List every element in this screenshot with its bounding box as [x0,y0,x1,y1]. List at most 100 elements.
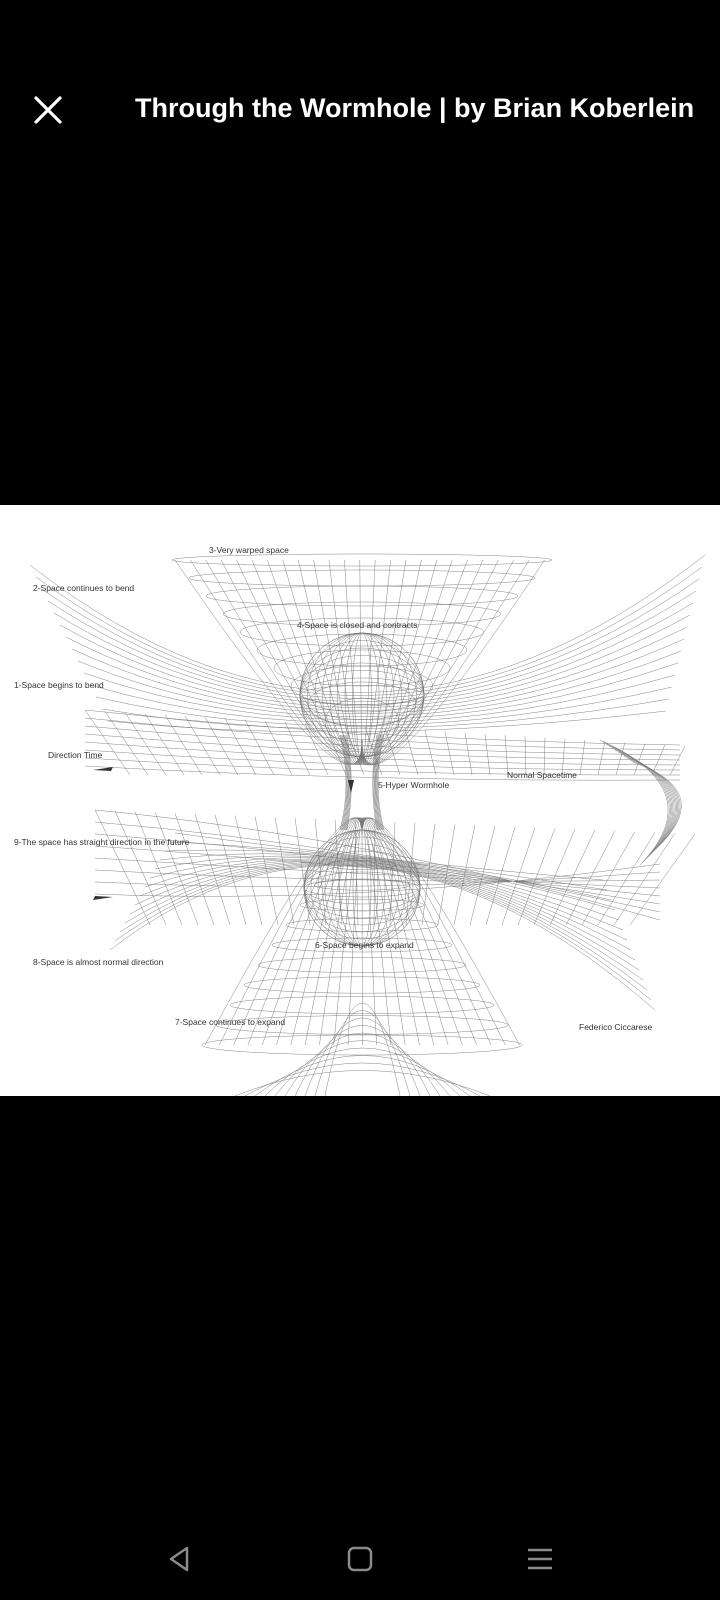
upper-plane-line [124,712,167,776]
lower-dome-meridian [333,817,363,1046]
right-curl-line [632,761,682,844]
right-curl-line [629,759,681,846]
lower-plane-line [254,816,279,926]
lower-plane-line [565,830,616,926]
upper-bowl-meridian [361,559,484,765]
recent-apps-button[interactable] [510,1534,570,1584]
outer-lower-sheet [119,863,648,991]
upper-plane-curve [84,733,681,761]
lower-plane-curve [94,809,661,921]
upper-sphere-line [352,632,372,758]
upper-plane-line [669,745,686,776]
label-space-begins-to-expand: 6-Space begins to expand [315,940,414,950]
lower-dome-ring [201,1034,523,1056]
lower-dome-meridian [319,817,363,1046]
wormhole-throat-line [339,734,347,831]
lower-plane-line [314,818,327,926]
label-space-continues-to-bend: 2-Space continues to bend [33,583,134,593]
lower-plane-line [234,815,263,926]
lower-plane-line [373,821,376,926]
outer-upper-sheet [77,650,682,717]
top-app-bar: Through the Wormhole | by Brian Koberlei… [0,0,720,225]
upper-plane-line [579,739,586,776]
outer-lower-sheet [154,855,620,921]
system-navigation-bar [0,1520,720,1600]
lower-dome-meridian [304,817,363,1046]
outer-upper-sheet [71,638,685,714]
upper-plane-line [244,719,275,776]
outer-lower-sheet [144,858,628,941]
upper-plane-line [184,715,221,776]
outer-lower-sheet [149,857,624,931]
upper-plane-line [164,714,203,776]
lower-plane-curve [94,869,661,882]
upper-bowl-meridian [361,559,514,765]
upper-plane-line [224,718,257,776]
upper-plane-line [597,741,606,776]
upper-plane-line [444,731,455,776]
bottom-arc-line [294,1025,431,1096]
upper-plane-line [84,709,131,776]
lower-dome-meridian [233,817,363,1046]
outer-upper-sheet [83,662,679,720]
label-normal-spacetime: Normal Spacetime [507,770,577,780]
upper-bowl-ring [273,649,451,687]
lower-plane-line [294,817,311,926]
right-curl-line [626,757,680,848]
lower-plane-line [214,814,247,926]
label-space-begins-to-bend: 1-Space begins to bend [14,680,104,690]
outer-upper-sheet [29,554,706,693]
outer-upper-sheet [41,578,700,699]
upper-plane-curve [84,765,681,781]
upper-plane-curve [84,749,681,771]
wormhole-arrow-down [348,780,354,793]
outer-lower-sheet [169,841,608,891]
wormhole-throat-line [377,734,384,831]
lower-dome-ring [215,1015,509,1035]
upper-plane-line [615,742,626,776]
upper-plane-line [543,737,546,776]
bottom-arc-line [284,1032,441,1096]
wormhole-throat-line [376,734,383,831]
close-button[interactable] [22,84,74,136]
bottom-arc-line [314,1010,411,1096]
upper-plane-line [404,729,419,776]
lower-plane-line [274,817,295,926]
upper-sphere-line [299,662,425,728]
outer-upper-sheet [95,686,673,726]
lower-dome-meridian [347,817,363,1046]
close-icon [34,96,62,124]
direction-arrow-left [93,896,113,900]
upper-bowl-ring [239,617,485,647]
upper-sphere-line [299,632,425,758]
outer-upper-sheet [35,566,703,696]
back-triangle-icon [169,1546,189,1572]
wormhole-diagram-image[interactable]: 3-Very warped space 2-Space continues to… [0,505,720,1096]
upper-sphere-line [299,677,425,713]
wormhole-throat-line [374,734,381,831]
upper-plane-line [384,727,401,776]
outer-lower-sheet [139,859,632,951]
upper-plane-curve [84,725,681,756]
wormhole-throat-line [373,734,379,831]
lower-plane-curve [94,845,661,897]
home-button[interactable] [330,1534,390,1584]
upper-sphere-line [299,647,425,743]
lower-plane-line [517,828,556,926]
label-straight-direction-future: 9-The space has straight direction in th… [14,837,190,847]
label-direction-time: Direction Time [48,750,103,760]
outer-lower-sheet [124,862,644,981]
upper-plane-line [284,721,311,776]
lower-dome-meridian [247,817,363,1046]
label-space-closed-contracts: 4-Space is closed and contracts [297,620,417,630]
upper-bowl-meridian [174,559,363,765]
upper-bowl-meridian [344,559,363,765]
upper-bowl-meridian [359,559,363,765]
label-hyper-wormhole: 5-Hyper Wormhole [378,780,449,790]
upper-bowl-ring [188,569,536,587]
label-space-continues-to-expand: 7-Space continues to expand [175,1017,285,1027]
lower-plane-line [154,812,199,926]
wormhole-diagram: 3-Very warped space 2-Space continues to… [14,545,706,1096]
upper-plane-line [344,725,365,776]
back-button[interactable] [150,1534,210,1584]
